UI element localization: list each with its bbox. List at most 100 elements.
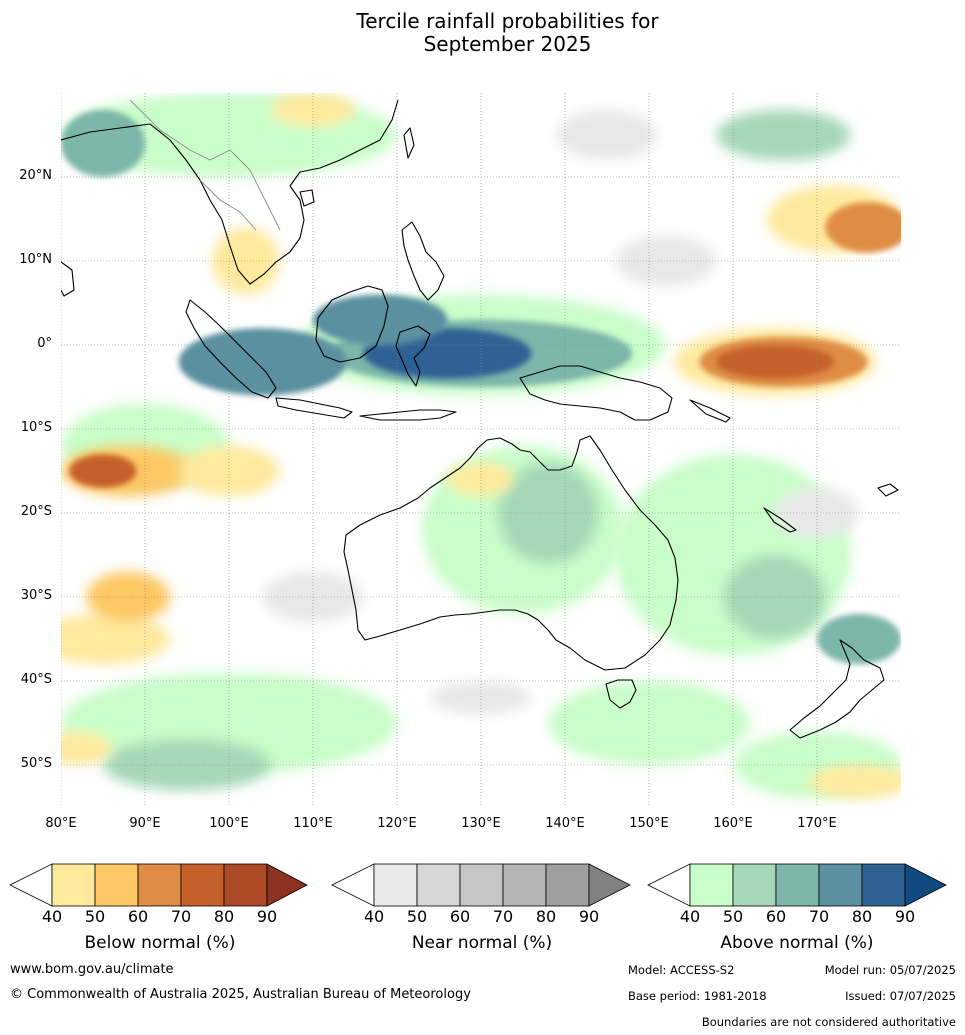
below-probability-area — [825, 202, 901, 253]
latitude-label: 40°S — [20, 672, 52, 687]
above-probability-area — [716, 109, 851, 161]
sri-lanka-coastline — [61, 261, 75, 297]
colorbar-segment — [502, 863, 547, 907]
above-probability-area — [61, 109, 145, 177]
taiwan-coastline — [403, 127, 415, 159]
longitude-label: 90°E — [129, 816, 161, 831]
colorbar-under-arrow — [647, 863, 691, 907]
rainfall-map — [61, 93, 901, 807]
solomon-islands-coastline — [689, 399, 731, 423]
model-run: Model run: 05/07/2025 — [824, 963, 956, 977]
near-probability-area — [615, 235, 717, 287]
longitude-label: 130°E — [461, 816, 501, 831]
colorbar-tick-label: 80 — [213, 907, 235, 926]
below-probability-area — [212, 227, 280, 295]
colorbar-tick-label: 90 — [894, 907, 916, 926]
latitude-label: 50°S — [20, 756, 52, 771]
colorbar-segment — [51, 863, 96, 907]
base-period: Base period: 1981-2018 — [628, 989, 767, 1003]
colorbar-over-arrow — [266, 863, 308, 907]
page-title: Tercile rainfall probabilities for Septe… — [0, 10, 965, 56]
copyright-text: © Commonwealth of Australia 2025, Austra… — [10, 987, 471, 1002]
longitude-label: 140°E — [545, 816, 585, 831]
latitude-label: 10°S — [20, 420, 52, 435]
colorbar-segment — [861, 863, 906, 907]
colorbar-label-above: Above normal (%) — [720, 933, 874, 953]
new-zealand-coastline — [789, 639, 885, 739]
java-coastline — [275, 397, 353, 419]
lesser-sunda-coastline — [359, 409, 457, 421]
above-probability-area — [178, 328, 347, 396]
colorbar-tick-label: 60 — [127, 907, 149, 926]
colorbar-segment — [689, 863, 734, 907]
below-probability-area — [808, 765, 901, 799]
colorbar-tick-label: 50 — [406, 907, 428, 926]
sumatra-coastline — [185, 299, 277, 399]
colorbar-segment — [775, 863, 820, 907]
longitude-label: 100°E — [209, 816, 249, 831]
se-asia-coastline — [61, 99, 399, 285]
below-probability-area — [447, 462, 515, 497]
australia-coastline — [343, 435, 679, 671]
colorbar-tick-label: 60 — [449, 907, 471, 926]
colorbar-tick-label: 90 — [578, 907, 600, 926]
longitude-label: 80°E — [45, 816, 77, 831]
colorbar-segment — [459, 863, 504, 907]
longitude-label: 160°E — [713, 816, 753, 831]
colorbar-tick-label: 70 — [492, 907, 514, 926]
philippines-coastline — [401, 221, 445, 301]
colorbar-label-near: Near normal (%) — [411, 933, 553, 953]
colorbar-over-arrow — [588, 863, 631, 907]
longitude-label: 110°E — [293, 816, 333, 831]
borneo-coastline — [315, 285, 389, 363]
below-probability-area — [61, 731, 112, 765]
colorbar-segment — [732, 863, 777, 907]
colorbar-segment — [416, 863, 461, 907]
colorbar-tick-label: 60 — [765, 907, 787, 926]
longitude-label: 120°E — [377, 816, 417, 831]
colorbar-segment — [94, 863, 139, 907]
colorbar-tick-label: 80 — [851, 907, 873, 926]
fiji-coastline — [877, 483, 899, 497]
model-name: Model: ACCESS-S2 — [628, 963, 735, 977]
colorbar-over-arrow — [904, 863, 947, 907]
latitude-label: 30°S — [20, 588, 52, 603]
above-probability-area — [817, 613, 901, 665]
longitude-label: 150°E — [629, 816, 669, 831]
sulawesi-coastline — [395, 325, 431, 387]
boundaries-disclaimer: Boundaries are not considered authoritat… — [701, 1015, 956, 1029]
below-probability-area — [61, 613, 171, 665]
colorbar-under-arrow — [331, 863, 375, 907]
coastlines — [61, 99, 899, 739]
below-probability-area — [271, 93, 355, 127]
colorbar-segment — [373, 863, 418, 907]
new-guinea-coastline — [519, 365, 673, 421]
website-link: www.bom.gov.au/climate — [10, 962, 174, 977]
colorbar-segment — [545, 863, 590, 907]
gridlines — [61, 93, 901, 807]
issued-date: Issued: 07/07/2025 — [845, 989, 956, 1003]
near-probability-area — [556, 109, 658, 161]
near-probability-area — [430, 681, 532, 715]
colorbar-segment — [137, 863, 182, 907]
colorbar-tick-label: 40 — [41, 907, 63, 926]
colorbar-tick-label: 40 — [363, 907, 385, 926]
longitude-label: 170°E — [797, 816, 837, 831]
colorbar-tick-label: 70 — [808, 907, 830, 926]
above-probability-area — [497, 462, 599, 564]
colorbar-tick-label: 80 — [535, 907, 557, 926]
hainan-coastline — [299, 189, 315, 207]
latitude-label: 10°N — [19, 252, 52, 267]
colorbar-tick-label: 50 — [722, 907, 744, 926]
below-probability-area — [69, 454, 137, 488]
tasmania-coastline — [605, 679, 637, 709]
colorbar-under-arrow — [9, 863, 53, 907]
colorbars — [9, 863, 947, 907]
above-probability-area — [313, 294, 448, 345]
country-borders — [129, 99, 281, 231]
colorbar-segment — [223, 863, 268, 907]
latitude-label: 20°S — [20, 504, 52, 519]
below-probability-area — [86, 571, 171, 623]
title-line-1: Tercile rainfall probabilities for — [356, 9, 659, 33]
new-caledonia-coastline — [763, 507, 797, 533]
